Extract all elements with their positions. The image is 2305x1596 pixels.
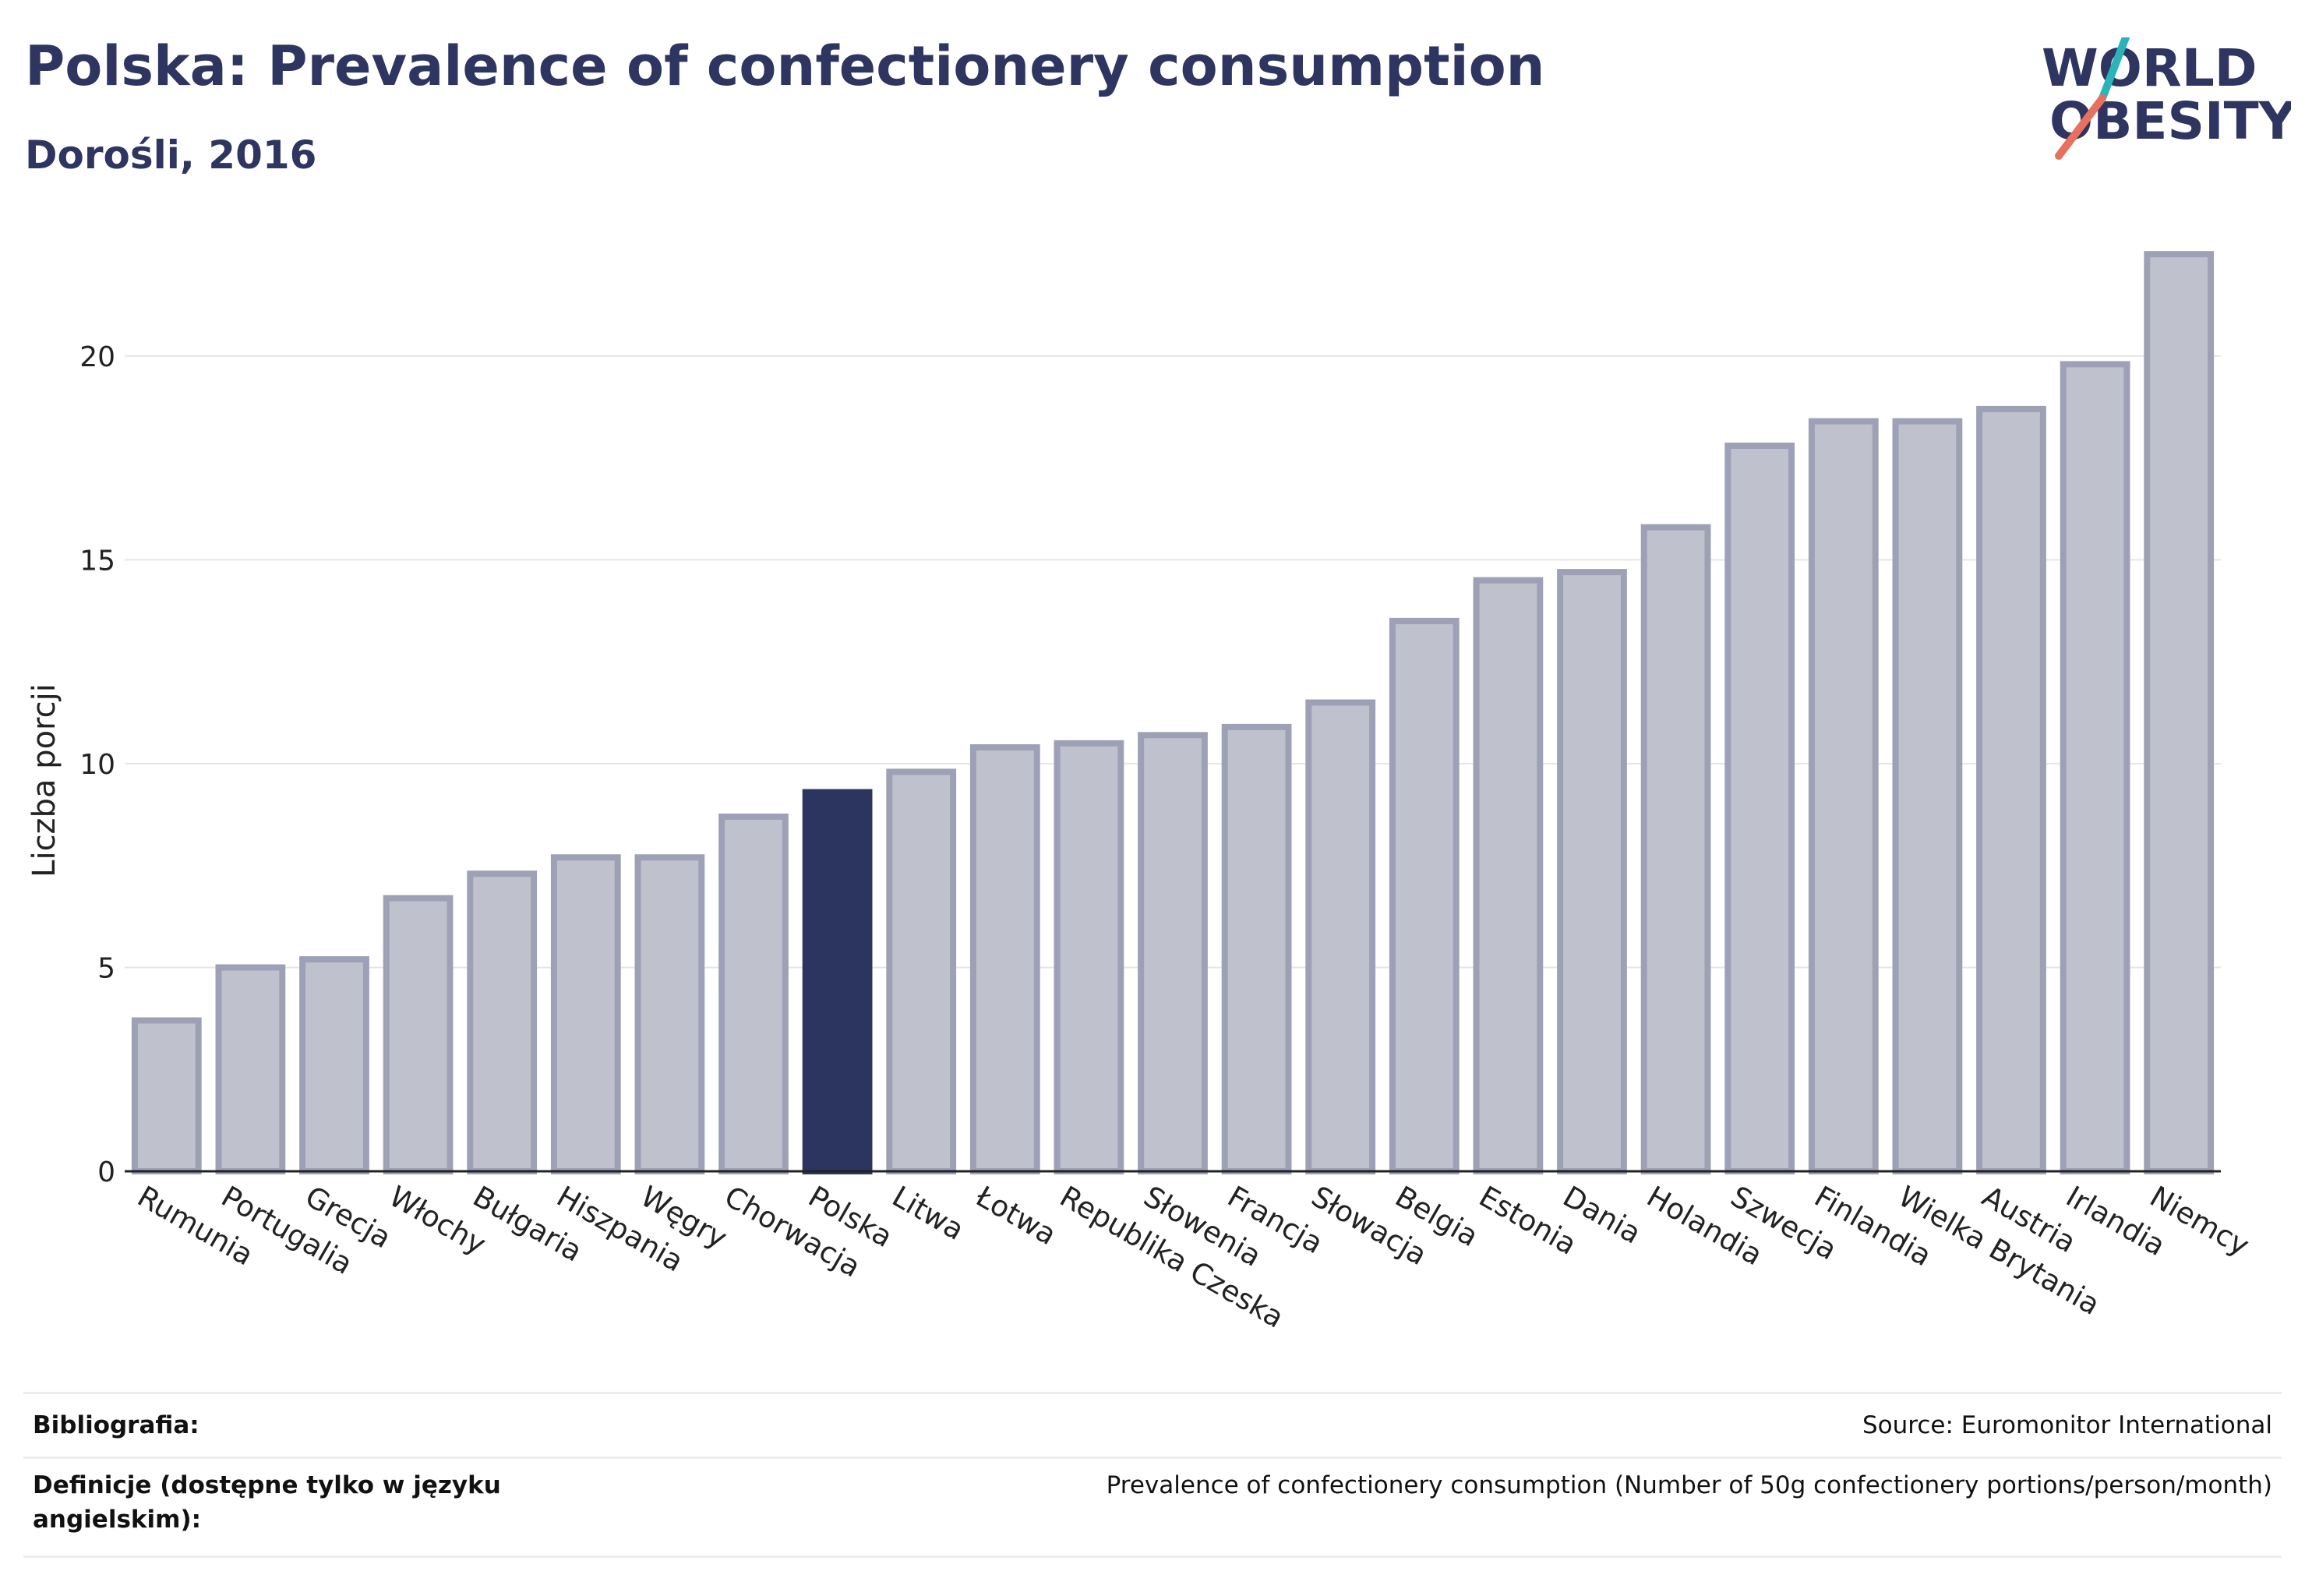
logo-slash-teal xyxy=(2099,37,2130,102)
page-subtitle: Dorośli, 2016 xyxy=(25,132,317,178)
page-title: Polska: Prevalence of confectionery cons… xyxy=(25,34,1545,98)
bar xyxy=(299,956,369,1174)
bar xyxy=(383,895,454,1175)
x-tick-label: Litwa xyxy=(887,1180,970,1247)
definitions-key: Definicje (dostępne tylko w języku angie… xyxy=(33,1471,501,1534)
bar xyxy=(802,789,873,1174)
bar xyxy=(1305,699,1376,1174)
definitions-row: Definicje (dostępne tylko w języku angie… xyxy=(23,1459,2282,1558)
bar xyxy=(1892,418,1963,1174)
bar xyxy=(634,854,705,1174)
y-tick-label: 0 xyxy=(97,1156,115,1188)
bars xyxy=(131,251,2215,1175)
logo-line1: WORLD xyxy=(2042,38,2257,98)
x-tick-labels: RumuniaPortugaliaGrecjaWłochyBułgariaHis… xyxy=(132,1179,2254,1335)
bar xyxy=(467,870,538,1174)
definitions-value: Prevalence of confectionery consumption … xyxy=(1106,1471,2272,1499)
y-tick-label: 5 xyxy=(97,952,115,984)
y-tick-label: 15 xyxy=(79,545,115,577)
bar xyxy=(1473,577,1544,1174)
bar xyxy=(1808,418,1879,1174)
bar xyxy=(1724,442,1795,1174)
y-tick-labels: 0 5 10 15 20 xyxy=(79,341,115,1188)
y-tick-label: 20 xyxy=(79,341,115,373)
bibliography-key: Bibliografia: xyxy=(33,1411,199,1439)
bar xyxy=(1557,569,1627,1174)
y-axis-label: Liczba porcji xyxy=(26,683,62,877)
bar xyxy=(969,744,1040,1174)
bar xyxy=(1138,732,1208,1174)
footer: Bibliografia: Source: Euromonitor Intern… xyxy=(23,1392,2282,1558)
bar xyxy=(2144,251,2215,1174)
bibliography-row: Bibliografia: Source: Euromonitor Intern… xyxy=(23,1394,2282,1459)
bar xyxy=(1389,617,1460,1174)
bar xyxy=(718,813,789,1174)
bar xyxy=(131,1017,202,1174)
bar xyxy=(886,768,957,1174)
bar-chart: 0 5 10 15 20 RumuniaPortugaliaGrecjaWłochyBu… xyxy=(26,251,2255,1335)
x-tick-label: Łotwa xyxy=(969,1179,1061,1252)
y-tick-label: 10 xyxy=(79,749,115,781)
bar xyxy=(1640,524,1711,1174)
x-tick-label: Włochy xyxy=(383,1180,492,1262)
bar xyxy=(550,854,621,1174)
bar xyxy=(1221,723,1292,1174)
bar xyxy=(1976,405,2046,1174)
bar xyxy=(1054,740,1124,1174)
bar xyxy=(215,964,286,1174)
logo-slash-coral xyxy=(2055,94,2106,160)
x-tick-label: Estonia xyxy=(1474,1180,1582,1262)
world-obesity-logo: WORLD OBESITY xyxy=(2042,37,2291,160)
bar xyxy=(2060,361,2130,1174)
bibliography-value: Source: Euromonitor International xyxy=(1862,1411,2272,1439)
